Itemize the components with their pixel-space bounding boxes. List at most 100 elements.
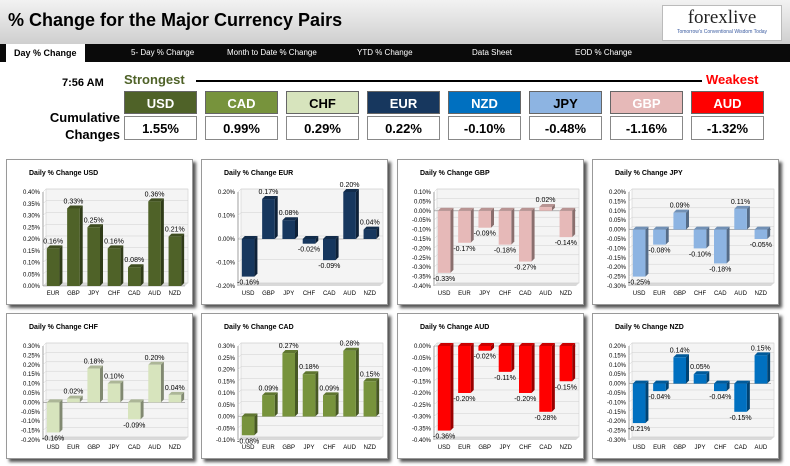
data-label: 0.09%: [258, 385, 278, 392]
bar-top: [478, 207, 495, 211]
grid-diag: [433, 188, 438, 193]
bar-top: [693, 371, 710, 375]
grid-diag: [433, 342, 438, 347]
data-label: -0.08%: [648, 248, 670, 255]
bar-face: [87, 227, 101, 286]
x-category-label: CHF: [499, 291, 512, 297]
x-category-label: CAD: [323, 291, 336, 297]
bar-chf: [302, 236, 319, 244]
bar-jpy: [693, 371, 710, 384]
y-tick-label: -0.10%: [412, 228, 432, 234]
chart-panel-cad: Daily % Change CAD -0.10% -0.05% 0.00% 0.05%…: [201, 313, 388, 459]
x-category-label: GBP: [87, 445, 100, 451]
y-tick-label: 0.20%: [609, 190, 627, 196]
currency-header-jpy: JPY: [529, 91, 602, 114]
x-category-label: CHF: [694, 291, 707, 297]
grid-diag: [42, 408, 47, 412]
bar-side: [470, 343, 474, 393]
grid-diag: [237, 282, 242, 287]
bar-cad: [713, 226, 730, 264]
x-category-label: EUR: [458, 445, 471, 451]
y-tick-label: -0.30%: [607, 438, 627, 444]
bar-face: [148, 201, 161, 286]
bar-face: [107, 248, 121, 286]
plot-floor: [434, 437, 579, 440]
bar-side: [274, 196, 278, 239]
data-label: -0.16%: [237, 280, 259, 287]
grid-diag: [42, 352, 47, 356]
y-tick-label: 0.10%: [609, 363, 627, 369]
bar-cad: [539, 343, 555, 412]
bar-top: [673, 354, 690, 358]
bar-top: [632, 380, 649, 384]
bar-top: [87, 365, 104, 369]
tab-month-to-date-change[interactable]: Month to Date % Change: [227, 48, 317, 57]
forexlive-logo[interactable]: forexlive Tomorrow's Conventional Wisdom…: [662, 5, 782, 41]
y-tick-label: -0.20%: [412, 246, 432, 252]
data-label: 0.17%: [258, 189, 278, 196]
bar-face: [343, 350, 356, 417]
x-category-label: AUD: [755, 445, 768, 451]
bar-side: [335, 392, 339, 417]
bar-top: [87, 224, 104, 228]
y-tick-label: -0.25%: [607, 429, 627, 435]
y-tick-label: -0.10%: [412, 368, 432, 374]
bar-chart-nzd: -0.30% -0.25% -0.20% -0.15% -0.10% -0.05% 0.00…: [607, 342, 775, 451]
chart-title: Daily % Change AUD: [420, 324, 490, 331]
data-label: 0.20%: [340, 182, 360, 189]
bar-aud: [754, 352, 771, 384]
y-tick-label: 0.15%: [609, 199, 627, 205]
tab-day-change[interactable]: Day % Change: [6, 44, 85, 62]
bar-face: [539, 207, 552, 211]
bar-face: [458, 210, 471, 243]
grid-diag: [42, 224, 47, 228]
x-category-label: GBP: [478, 445, 491, 451]
tab-5-day-change[interactable]: 5- Day % Change: [131, 48, 195, 57]
data-label: -0.04%: [648, 394, 670, 401]
data-label: 0.27%: [279, 343, 299, 350]
x-category-label: USD: [47, 445, 60, 451]
x-category-label: GBP: [673, 445, 686, 451]
header-bar: % Change for the Major Currency Pairs fo…: [0, 0, 790, 44]
grid-diag: [42, 235, 47, 240]
tab-eod-change[interactable]: EOD % Change: [575, 48, 632, 57]
grid-diag: [237, 413, 242, 417]
x-category-label: GBP: [282, 445, 295, 451]
grid-diag: [42, 247, 47, 251]
y-tick-label: 0.00%: [23, 400, 41, 406]
tab-data-sheet[interactable]: Data Sheet: [472, 48, 513, 57]
x-category-label: EUR: [458, 291, 471, 297]
y-tick-label: -0.35%: [412, 275, 432, 281]
bar-side: [686, 354, 690, 384]
y-tick-label: 0.30%: [23, 344, 41, 350]
x-category-label: NZD: [560, 291, 573, 297]
bar-side: [491, 343, 495, 351]
grid-diag: [237, 436, 242, 441]
bar-face: [478, 210, 492, 228]
tab-ytd-change[interactable]: YTD % Change: [357, 48, 413, 57]
bar-side: [100, 224, 104, 286]
bar-gbp: [673, 209, 690, 230]
grid-diag: [628, 436, 633, 441]
cumulative-value-eur: 0.22%: [367, 116, 440, 140]
timestamp: 7:56 AM: [62, 77, 104, 89]
grid-diag: [433, 273, 438, 277]
bar-face: [458, 346, 471, 393]
bar-usd: [437, 207, 454, 273]
y-tick-label: 0.25%: [23, 353, 41, 359]
bar-side: [295, 350, 299, 417]
bar-eur: [653, 226, 669, 245]
grid-diag: [237, 342, 242, 347]
bar-side: [645, 380, 649, 424]
bar-face: [673, 357, 687, 384]
x-category-label: EUR: [47, 291, 60, 297]
grid-diag: [433, 264, 438, 268]
bar-side: [181, 391, 185, 403]
bar-top: [148, 361, 164, 365]
bar-top: [754, 226, 771, 230]
bar-top: [241, 236, 258, 239]
bar-top: [518, 207, 535, 211]
plot-floor: [434, 283, 579, 286]
bar-top: [67, 205, 83, 209]
bar-face: [653, 229, 666, 245]
